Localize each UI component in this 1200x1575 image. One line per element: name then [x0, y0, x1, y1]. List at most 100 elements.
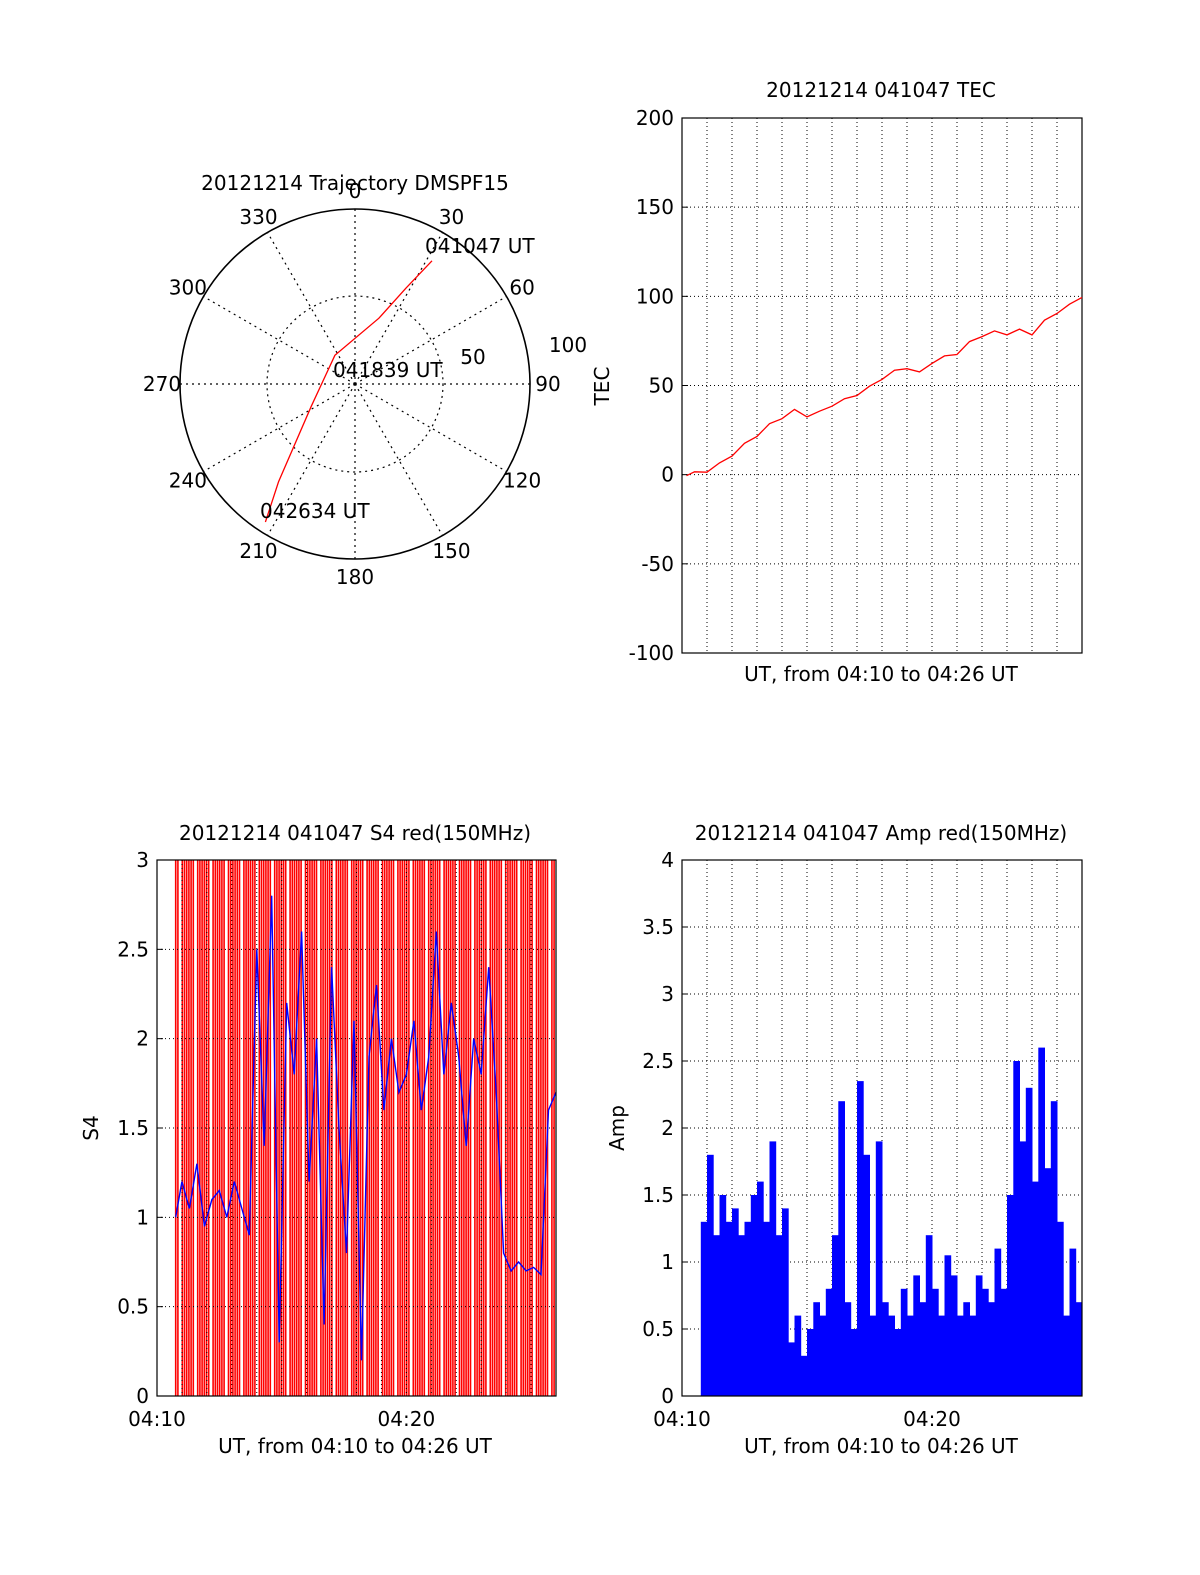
- amp-bar: [813, 1302, 820, 1396]
- amp-plot: 20121214 041047 Amp red(150MHz) 4 3.5 3 2.5…: [605, 821, 1083, 1458]
- amp-bar: [982, 1288, 989, 1396]
- amp-bar: [944, 1255, 952, 1396]
- amp-bar: [850, 1329, 858, 1396]
- amp-bar: [963, 1302, 970, 1396]
- amp-bar: [732, 1208, 739, 1396]
- amp-bar: [882, 1302, 889, 1396]
- amp-bar: [807, 1329, 814, 1396]
- amp-bar: [1075, 1302, 1083, 1396]
- amp-bar: [988, 1302, 995, 1396]
- amp-bar: [763, 1221, 770, 1396]
- amp-bar: [825, 1288, 833, 1396]
- y-tick-label: 4: [661, 848, 674, 872]
- y-tick-label: 0: [136, 1384, 149, 1408]
- y-tick-label: 1: [661, 1250, 674, 1274]
- y-tick-label: 1.5: [117, 1116, 149, 1140]
- amp-bar: [1038, 1047, 1045, 1396]
- s4-x-axis-label: UT, from 04:10 to 04:26 UT: [218, 1434, 493, 1458]
- polar-azimuth-label: 120: [503, 469, 541, 493]
- polar-spokes: [180, 209, 530, 559]
- y-tick-label: 2: [136, 1027, 149, 1051]
- polar-trajectory-plot: 20121214 Trajectory DMSPF15 0 30 60 90 120 15…: [143, 171, 587, 589]
- amp-bar: [750, 1195, 758, 1396]
- polar-spoke: [203, 383, 356, 473]
- polar-spoke: [203, 295, 356, 385]
- amp-bar: [1013, 1061, 1020, 1396]
- amp-bar: [932, 1288, 939, 1396]
- amp-bar: [700, 1221, 708, 1396]
- amp-y-tick-labels: 4 3.5 3 2.5 2 1.5 1 0.5 0: [642, 848, 688, 1408]
- track-mid-label: 041839 UT: [333, 358, 443, 382]
- amp-bar: [919, 1302, 927, 1396]
- y-tick-label: 0.5: [117, 1295, 149, 1319]
- y-tick-label: 100: [636, 284, 674, 308]
- amp-bar: [800, 1355, 808, 1396]
- y-tick-label: -100: [629, 641, 674, 665]
- tec-y-axis-label: TEC: [590, 367, 614, 407]
- amp-bar: [719, 1195, 727, 1396]
- y-tick-label: 0: [661, 1384, 674, 1408]
- amp-bar: [900, 1288, 908, 1396]
- amp-bar: [875, 1141, 883, 1396]
- polar-spoke: [266, 232, 356, 385]
- amp-bar: [832, 1235, 839, 1396]
- amp-bar: [769, 1141, 777, 1396]
- polar-spoke: [266, 383, 356, 536]
- y-tick-label: 0: [661, 463, 674, 487]
- tec-series-line: [686, 296, 1083, 477]
- tec-x-axis-label: UT, from 04:10 to 04:26 UT: [744, 662, 1019, 686]
- amp-bars: [700, 1047, 1083, 1396]
- y-tick-label: 150: [636, 195, 674, 219]
- amp-x-axis-label: UT, from 04:10 to 04:26 UT: [744, 1434, 1019, 1458]
- polar-spoke: [354, 383, 444, 536]
- amp-bar: [1000, 1288, 1008, 1396]
- amp-bar: [757, 1181, 764, 1396]
- amp-bar: [907, 1315, 914, 1396]
- polar-azimuth-label: 270: [143, 372, 181, 396]
- y-tick-label: 3.5: [642, 915, 674, 939]
- polar-spoke: [354, 232, 444, 385]
- amp-bar: [975, 1275, 983, 1396]
- y-tick-label: 0.5: [642, 1317, 674, 1341]
- polar-inner-circle: [266, 295, 444, 473]
- s4-plot: 20121214 041047 S4 red(150MHz) 3 2.5 2 1.5 1…: [79, 821, 557, 1458]
- amp-bar: [894, 1329, 902, 1396]
- amp-bar: [707, 1154, 714, 1396]
- amp-bar: [1032, 1181, 1039, 1396]
- amp-bar: [782, 1208, 789, 1396]
- amp-bar: [950, 1275, 958, 1396]
- polar-azimuth-label: 60: [509, 276, 534, 300]
- polar-azimuth-label: 240: [169, 469, 207, 493]
- polar-radial-label-100: 100: [549, 333, 587, 357]
- x-tick-label: 04:20: [378, 1407, 436, 1431]
- amp-bar: [1057, 1221, 1064, 1396]
- amp-bar: [1069, 1248, 1077, 1396]
- amp-bar: [788, 1342, 795, 1396]
- s4-x-tick-labels: 04:10 04:20: [128, 1407, 435, 1431]
- polar-radial-label-50: 50: [460, 345, 485, 369]
- amp-bar: [725, 1221, 733, 1396]
- y-tick-label: 50: [649, 374, 674, 398]
- x-tick-label: 04:10: [128, 1407, 186, 1431]
- amp-bar: [744, 1221, 752, 1396]
- amp-bar: [857, 1081, 864, 1396]
- y-tick-label: 3: [136, 848, 149, 872]
- amp-bar: [775, 1235, 783, 1396]
- polar-spoke: [354, 383, 507, 473]
- amp-bar: [844, 1302, 852, 1396]
- amp-bar: [819, 1315, 827, 1396]
- s4-grid: [157, 860, 556, 1396]
- y-tick-label: 2.5: [117, 937, 149, 961]
- x-tick-label: 04:20: [903, 1407, 961, 1431]
- amp-bar: [1019, 1141, 1027, 1396]
- x-tick-label: 04:10: [653, 1407, 711, 1431]
- amp-bar: [738, 1235, 745, 1396]
- polar-azimuth-label: 0: [349, 179, 362, 203]
- polar-azimuth-label: 180: [336, 565, 374, 589]
- amp-bar: [1044, 1168, 1052, 1396]
- amp-bar: [863, 1154, 870, 1396]
- amp-bar: [1063, 1315, 1070, 1396]
- tec-title: 20121214 041047 TEC: [766, 78, 996, 102]
- y-tick-label: -50: [641, 552, 674, 576]
- amp-bar: [838, 1101, 845, 1396]
